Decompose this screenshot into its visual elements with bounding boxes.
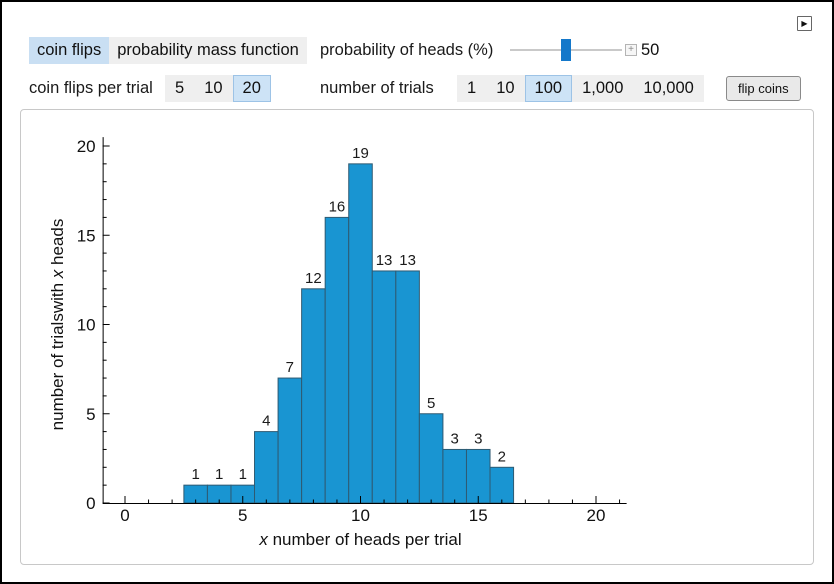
bar-value-label: 4: [262, 413, 270, 430]
x-axis-label: x number of heads per trial: [258, 530, 461, 549]
histogram-bar: [371, 270, 397, 504]
bar-value-label: 3: [451, 430, 459, 447]
plus-icon: +: [628, 44, 634, 55]
bar-value-label: 12: [305, 270, 322, 287]
tab-probability-mass-function[interactable]: probability mass function: [109, 37, 307, 64]
trials-option-1-000[interactable]: 1,000: [582, 79, 624, 97]
histogram-bar: [301, 288, 326, 504]
bar-value-label: 13: [376, 252, 393, 269]
bar-value-label: 13: [399, 252, 416, 269]
y-tick-label: 5: [86, 405, 95, 424]
bar-value-label: 1: [239, 466, 247, 483]
trials-option-10-000[interactable]: 10,000: [643, 79, 694, 97]
y-tick-label: 0: [86, 494, 95, 513]
flip-coins-button[interactable]: flip coins: [726, 76, 801, 101]
play-triangle-icon: ▶: [801, 19, 808, 28]
bar-value-label: 1: [215, 466, 223, 483]
bar-value-label: 7: [286, 359, 294, 376]
tab-coin-flips[interactable]: coin flips: [29, 37, 110, 64]
probability-value: 50: [641, 41, 660, 59]
histogram-bar: [348, 163, 373, 504]
flips-option-20[interactable]: 20: [232, 75, 271, 102]
bar-value-label: 19: [352, 145, 369, 162]
x-tick-label: 5: [238, 506, 247, 525]
bar-value-label: 16: [329, 198, 346, 215]
x-tick-label: 0: [120, 506, 129, 525]
probability-of-heads-label: probability of heads (%): [320, 41, 494, 59]
trials-option-10[interactable]: 10: [496, 79, 515, 97]
trials-option-1[interactable]: 1: [467, 79, 477, 97]
flips-per-trial-setter: 5 10 20: [165, 75, 271, 102]
view-tabs: coin flips probability mass function: [29, 37, 307, 64]
x-tick-label: 10: [351, 506, 370, 525]
histogram-bar: [395, 270, 420, 504]
x-tick-label: 15: [469, 506, 488, 525]
y-tick-label: 15: [77, 226, 96, 245]
number-of-trials-label: number of trials: [320, 79, 434, 97]
histogram-bar: [465, 448, 491, 504]
expander-button[interactable]: ▶: [797, 16, 812, 31]
slider-thumb[interactable]: [561, 39, 571, 61]
x-tick-label: 20: [587, 506, 606, 525]
y-axis-label: number of trialswith x heads: [48, 219, 67, 431]
bar-value-label: 3: [474, 430, 482, 447]
flips-per-trial-label: coin flips per trial: [29, 79, 153, 97]
histogram-bar: [418, 413, 444, 504]
flips-option-5[interactable]: 5: [175, 79, 185, 97]
flips-option-10[interactable]: 10: [204, 79, 223, 97]
histogram-bar: [489, 466, 515, 504]
bar-value-label: 5: [427, 395, 435, 412]
probability-slider[interactable]: [510, 37, 622, 63]
histogram-bar: [442, 448, 467, 504]
bar-value-label: 1: [191, 466, 199, 483]
trials-option-100[interactable]: 100: [524, 75, 573, 102]
chart-panel: 1 1 1 4 7 12 16 19 13 13 5 3 3 2 0 5 10 15 20 0 5 10 15 20 x num…: [20, 109, 814, 565]
y-tick-label: 10: [77, 316, 96, 335]
y-tick-label: 20: [77, 137, 96, 156]
histogram-bar: [324, 216, 350, 504]
number-of-trials-setter: 1 10 100 1,000 10,000: [457, 75, 704, 102]
bar-value-label: 2: [498, 448, 506, 465]
histogram-bar: [254, 431, 279, 504]
histogram-bar: [277, 377, 303, 504]
slider-expand-toggle[interactable]: +: [625, 44, 637, 56]
